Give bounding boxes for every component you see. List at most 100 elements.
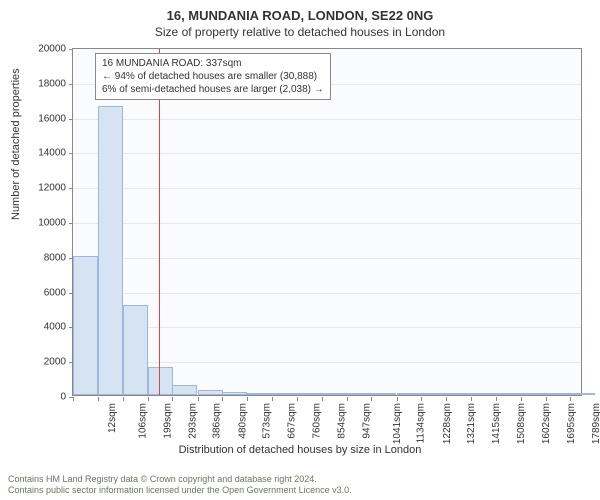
x-tick-label: 1415sqm bbox=[491, 403, 502, 444]
y-tick bbox=[69, 119, 73, 120]
bar bbox=[421, 393, 446, 395]
y-tick-label: 2000 bbox=[26, 357, 66, 368]
reference-line bbox=[159, 49, 160, 395]
x-tick bbox=[73, 397, 74, 401]
chart-title-main: 16, MUNDANIA ROAD, LONDON, SE22 0NG bbox=[0, 0, 600, 23]
x-tick-label: 293sqm bbox=[187, 403, 198, 439]
x-tick-label: 573sqm bbox=[262, 403, 273, 439]
bar bbox=[98, 106, 123, 395]
x-tick bbox=[148, 397, 149, 401]
bar bbox=[297, 393, 322, 395]
bar bbox=[521, 393, 546, 395]
annotation-box: 16 MUNDANIA ROAD: 337sqm← 94% of detache… bbox=[95, 53, 331, 100]
x-tick bbox=[198, 397, 199, 401]
x-tick bbox=[222, 397, 223, 401]
x-tick-label: 760sqm bbox=[312, 403, 323, 439]
chart-container: 0200040006000800010000120001400016000180… bbox=[72, 48, 582, 396]
x-tick-label: 199sqm bbox=[162, 403, 173, 439]
x-tick bbox=[496, 397, 497, 401]
bar bbox=[546, 393, 571, 395]
footer-line-1: Contains HM Land Registry data © Crown c… bbox=[8, 474, 352, 485]
x-tick-label: 1134sqm bbox=[416, 403, 427, 443]
gridline bbox=[73, 223, 581, 224]
annotation-line: ← 94% of detached houses are smaller (30… bbox=[102, 70, 324, 83]
gridline bbox=[73, 258, 581, 259]
bar bbox=[73, 256, 98, 395]
x-tick-label: 1695sqm bbox=[566, 403, 577, 444]
y-tick-label: 20000 bbox=[26, 44, 66, 55]
x-tick-label: 12sqm bbox=[107, 403, 118, 433]
x-tick-label: 947sqm bbox=[361, 403, 372, 439]
x-tick-label: 1602sqm bbox=[541, 403, 552, 444]
bar bbox=[247, 393, 272, 395]
x-tick-label: 106sqm bbox=[138, 403, 149, 439]
plot-area: 0200040006000800010000120001400016000180… bbox=[72, 48, 582, 396]
x-tick bbox=[98, 397, 99, 401]
x-tick bbox=[521, 397, 522, 401]
x-tick bbox=[347, 397, 348, 401]
bar bbox=[222, 392, 247, 395]
x-tick-label: 1508sqm bbox=[516, 403, 527, 444]
y-tick-label: 4000 bbox=[26, 322, 66, 333]
bar bbox=[198, 390, 223, 395]
x-tick-label: 480sqm bbox=[237, 403, 248, 439]
y-tick-label: 12000 bbox=[26, 183, 66, 194]
bar bbox=[397, 393, 422, 395]
bar bbox=[471, 393, 496, 395]
x-tick bbox=[272, 397, 273, 401]
x-tick bbox=[322, 397, 323, 401]
y-tick-label: 10000 bbox=[26, 218, 66, 229]
y-tick bbox=[69, 223, 73, 224]
bar bbox=[172, 385, 197, 395]
gridline bbox=[73, 327, 581, 328]
x-tick-label: 1789sqm bbox=[591, 403, 600, 444]
x-tick bbox=[471, 397, 472, 401]
gridline bbox=[73, 293, 581, 294]
footer-line-2: Contains public sector information licen… bbox=[8, 485, 352, 496]
x-tick bbox=[421, 397, 422, 401]
y-tick-label: 8000 bbox=[26, 252, 66, 263]
bar bbox=[496, 393, 521, 395]
bar bbox=[371, 393, 396, 395]
x-tick-label: 667sqm bbox=[287, 403, 298, 439]
x-tick bbox=[371, 397, 372, 401]
y-tick bbox=[69, 49, 73, 50]
bar bbox=[570, 393, 595, 395]
x-tick-label: 854sqm bbox=[337, 403, 348, 439]
x-tick bbox=[123, 397, 124, 401]
y-tick-label: 18000 bbox=[26, 78, 66, 89]
x-tick bbox=[397, 397, 398, 401]
bar bbox=[446, 393, 471, 395]
bar bbox=[272, 393, 297, 395]
bar bbox=[322, 393, 347, 395]
y-tick-label: 14000 bbox=[26, 148, 66, 159]
y-tick bbox=[69, 84, 73, 85]
x-tick bbox=[546, 397, 547, 401]
y-tick-label: 16000 bbox=[26, 113, 66, 124]
y-tick bbox=[69, 188, 73, 189]
y-tick-label: 0 bbox=[26, 392, 66, 403]
x-tick bbox=[297, 397, 298, 401]
x-tick bbox=[172, 397, 173, 401]
gridline bbox=[73, 362, 581, 363]
bar bbox=[347, 393, 372, 395]
x-tick-label: 1228sqm bbox=[442, 403, 453, 444]
y-tick-label: 6000 bbox=[26, 287, 66, 298]
x-tick-label: 1041sqm bbox=[392, 403, 403, 444]
bar bbox=[123, 305, 148, 395]
annotation-line: 16 MUNDANIA ROAD: 337sqm bbox=[102, 57, 324, 70]
x-tick-label: 386sqm bbox=[212, 403, 223, 439]
x-tick-label: 1321sqm bbox=[466, 403, 477, 444]
gridline bbox=[73, 153, 581, 154]
x-axis-title: Distribution of detached houses by size … bbox=[0, 444, 600, 456]
x-tick bbox=[570, 397, 571, 401]
chart-title-sub: Size of property relative to detached ho… bbox=[0, 23, 600, 43]
x-tick bbox=[446, 397, 447, 401]
annotation-line: 6% of semi-detached houses are larger (2… bbox=[102, 83, 324, 96]
x-tick bbox=[247, 397, 248, 401]
footer-attribution: Contains HM Land Registry data © Crown c… bbox=[8, 474, 352, 496]
gridline bbox=[73, 119, 581, 120]
gridline bbox=[73, 188, 581, 189]
y-tick bbox=[69, 153, 73, 154]
y-axis-title: Number of detached properties bbox=[10, 68, 22, 220]
